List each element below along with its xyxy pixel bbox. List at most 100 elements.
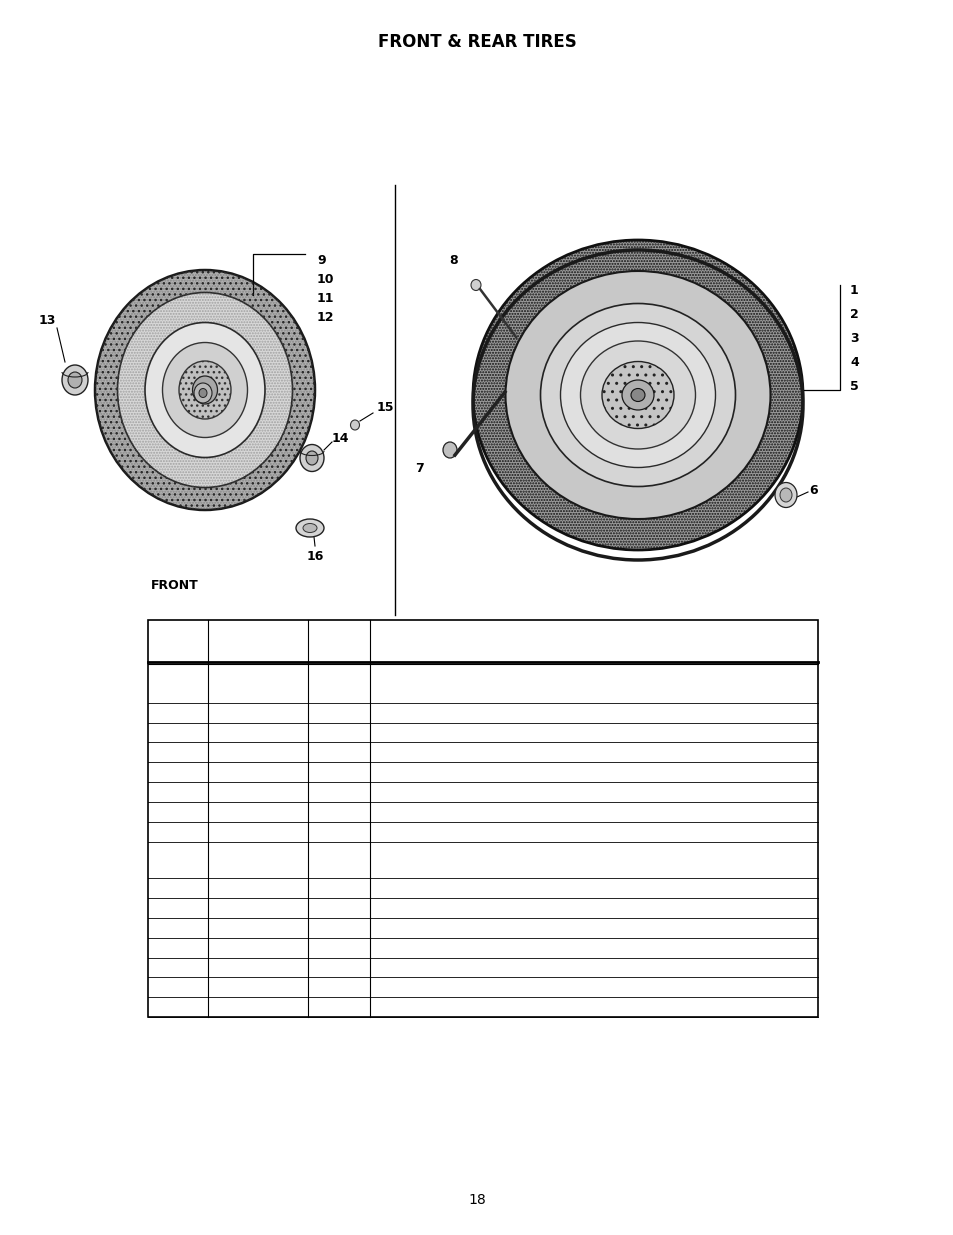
Text: BUTTON, Plug: BUTTON, Plug <box>377 785 465 798</box>
Text: 8: 8 <box>449 253 457 267</box>
Text: BEARING, Relief: BEARING, Relief <box>377 961 477 974</box>
Text: 2: 2 <box>335 921 342 934</box>
Text: 9: 9 <box>173 853 182 866</box>
Text: TIRE: TIRE <box>377 902 406 914</box>
Ellipse shape <box>162 342 247 437</box>
Ellipse shape <box>303 524 316 532</box>
Text: 171850: 171850 <box>233 706 281 719</box>
Text: 1: 1 <box>849 284 858 296</box>
Ellipse shape <box>95 270 314 510</box>
Text: 2: 2 <box>173 706 182 719</box>
Text: TUBE: TUBE <box>377 746 411 758</box>
Text: COLLAR, Set: COLLAR, Set <box>377 1000 456 1014</box>
Text: 1608380: 1608380 <box>230 882 286 894</box>
Ellipse shape <box>780 488 791 501</box>
Text: PIN, Cotter, 1/8″ x 3/4″ lg.: PIN, Cotter, 1/8″ x 3/4″ lg. <box>377 825 537 839</box>
Text: 1608379: 1608379 <box>230 853 286 866</box>
Text: 16: 16 <box>306 550 323 562</box>
Bar <box>148 620 817 1016</box>
Ellipse shape <box>350 420 359 430</box>
Ellipse shape <box>117 293 293 488</box>
Text: 2: 2 <box>335 1000 342 1014</box>
Ellipse shape <box>774 483 796 508</box>
Text: 7: 7 <box>173 805 182 819</box>
Ellipse shape <box>179 361 231 419</box>
Text: 2: 2 <box>335 981 342 994</box>
Text: 8: 8 <box>173 825 182 839</box>
Ellipse shape <box>601 362 673 429</box>
Text: 2: 2 <box>335 825 342 839</box>
Text: 1: 1 <box>173 678 182 690</box>
Text: 14: 14 <box>170 961 186 974</box>
Ellipse shape <box>630 389 644 401</box>
Text: 13: 13 <box>38 314 55 326</box>
Ellipse shape <box>145 322 265 457</box>
Text: (Incl. Ref. Nos. 2 through 5): (Incl. Ref. Nos. 2 through 5) <box>394 685 565 699</box>
Ellipse shape <box>540 304 735 487</box>
Text: 11: 11 <box>170 902 186 914</box>
Text: 2: 2 <box>335 746 342 758</box>
Text: 9: 9 <box>316 253 325 267</box>
Ellipse shape <box>193 383 212 403</box>
Text: 10: 10 <box>316 273 335 285</box>
Ellipse shape <box>295 519 324 537</box>
Text: 118053: 118053 <box>233 805 281 819</box>
Text: 163110: 163110 <box>234 941 281 955</box>
Text: 918451: 918451 <box>234 825 281 839</box>
Text: WHEEL ASSEMBLY: WHEEL ASSEMBLY <box>377 706 491 719</box>
Ellipse shape <box>471 279 480 290</box>
Text: 12: 12 <box>316 310 335 324</box>
Text: TUBE: TUBE <box>377 921 411 934</box>
Text: 3: 3 <box>173 726 182 739</box>
Ellipse shape <box>68 372 82 388</box>
Text: 2: 2 <box>335 805 342 819</box>
Text: 4: 4 <box>335 941 342 955</box>
Ellipse shape <box>505 270 770 519</box>
Text: 16: 16 <box>170 1000 186 1014</box>
Ellipse shape <box>200 384 210 395</box>
Text: 163109: 163109 <box>234 921 281 934</box>
Text: Description: Description <box>554 635 634 647</box>
Text: 163108: 163108 <box>234 902 281 914</box>
Text: PIN Headed, drilled: PIN Headed, drilled <box>377 805 498 819</box>
Text: 2: 2 <box>335 766 342 778</box>
Text: 2: 2 <box>335 678 342 690</box>
Text: 158433: 158433 <box>234 785 281 798</box>
Text: 4: 4 <box>335 961 342 974</box>
Text: 15: 15 <box>170 981 186 994</box>
Ellipse shape <box>306 451 317 466</box>
Text: 2: 2 <box>849 308 858 321</box>
Text: Ref.
No.: Ref. No. <box>166 627 190 655</box>
Text: 12: 12 <box>170 921 186 934</box>
Text: Qty.: Qty. <box>327 635 351 647</box>
Ellipse shape <box>193 375 217 404</box>
Text: 153038: 153038 <box>233 746 281 758</box>
Ellipse shape <box>62 366 88 395</box>
Text: 10: 10 <box>170 882 186 894</box>
Text: 6: 6 <box>173 785 182 798</box>
Text: 159156: 159156 <box>234 726 281 739</box>
Text: FRONT: FRONT <box>151 578 198 592</box>
Text: 2: 2 <box>335 706 342 719</box>
Text: REAR: REAR <box>634 624 671 636</box>
Text: 5: 5 <box>173 766 182 778</box>
Text: 163111: 163111 <box>234 961 281 974</box>
Ellipse shape <box>299 445 324 472</box>
Text: 2: 2 <box>335 726 342 739</box>
Text: CAP, Valve Stem: CAP, Valve Stem <box>377 766 481 778</box>
Text: REAR WHEEL & TIRE ASSY.: REAR WHEEL & TIRE ASSY. <box>377 669 543 683</box>
Text: BEARING: BEARING <box>377 941 434 955</box>
Text: TIRE, Tubeless: TIRE, Tubeless <box>377 726 467 739</box>
Text: Part No.: Part No. <box>233 635 282 647</box>
Text: 3: 3 <box>849 331 858 345</box>
Text: SETSCREW, 5/16″-18 x 5/16″’: SETSCREW, 5/16″-18 x 5/16″’ <box>377 981 559 994</box>
Text: 5: 5 <box>849 379 858 393</box>
Text: WHEEL: WHEEL <box>377 882 422 894</box>
Text: 13: 13 <box>170 941 186 955</box>
Text: 171270: 171270 <box>233 766 281 778</box>
Ellipse shape <box>442 442 456 458</box>
Ellipse shape <box>579 341 695 450</box>
Text: 18: 18 <box>468 1193 485 1207</box>
Text: FRONT WHEEL & TIRE ASSY.: FRONT WHEEL & TIRE ASSY. <box>377 845 552 858</box>
Ellipse shape <box>560 322 715 468</box>
